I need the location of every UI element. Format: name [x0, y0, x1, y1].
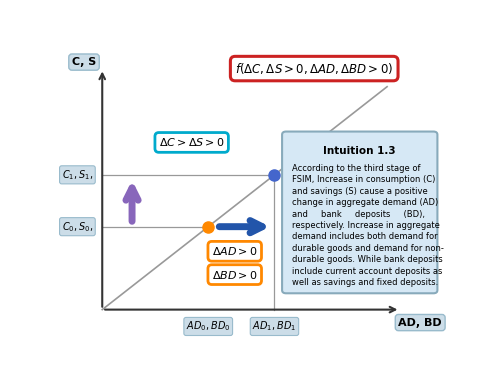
Text: durable goods. While bank deposits: durable goods. While bank deposits [292, 255, 443, 264]
Text: demand includes both demand for: demand includes both demand for [292, 232, 438, 241]
Text: $AD_1, BD_1$: $AD_1, BD_1$ [252, 320, 296, 333]
Text: $\Delta BD > 0$: $\Delta BD > 0$ [212, 269, 258, 280]
Text: AD, BD: AD, BD [398, 317, 442, 328]
Text: $\Delta AD > 0$: $\Delta AD > 0$ [212, 245, 258, 257]
Text: well as savings and fixed deposits.: well as savings and fixed deposits. [292, 278, 438, 287]
Text: Intuition 1.3: Intuition 1.3 [324, 146, 396, 156]
Text: $AD_0, BD_0$: $AD_0, BD_0$ [186, 320, 230, 333]
Text: $\Delta C > \Delta S > 0$: $\Delta C > \Delta S > 0$ [159, 136, 224, 149]
Text: $f(\Delta C,\Delta S > 0, \Delta AD,\Delta BD > 0)$: $f(\Delta C,\Delta S > 0, \Delta AD,\Del… [235, 61, 394, 76]
Text: C, S: C, S [72, 57, 96, 67]
Text: change in aggregate demand (AD): change in aggregate demand (AD) [292, 198, 438, 207]
Text: include current account deposits as: include current account deposits as [292, 267, 442, 276]
Text: $C_1, S_1,$: $C_1, S_1,$ [62, 168, 93, 182]
Text: and savings (S) cause a positive: and savings (S) cause a positive [292, 187, 428, 196]
Text: FSIM, Increase in consumption (C): FSIM, Increase in consumption (C) [292, 175, 436, 184]
Text: and     bank     deposits     (BD),: and bank deposits (BD), [292, 210, 425, 219]
Text: $C_0, S_0,$: $C_0, S_0,$ [62, 220, 93, 234]
Text: durable goods and demand for non-: durable goods and demand for non- [292, 244, 444, 253]
FancyBboxPatch shape [282, 132, 438, 293]
Text: According to the third stage of: According to the third stage of [292, 164, 420, 173]
Text: respectively. Increase in aggregate: respectively. Increase in aggregate [292, 221, 440, 230]
